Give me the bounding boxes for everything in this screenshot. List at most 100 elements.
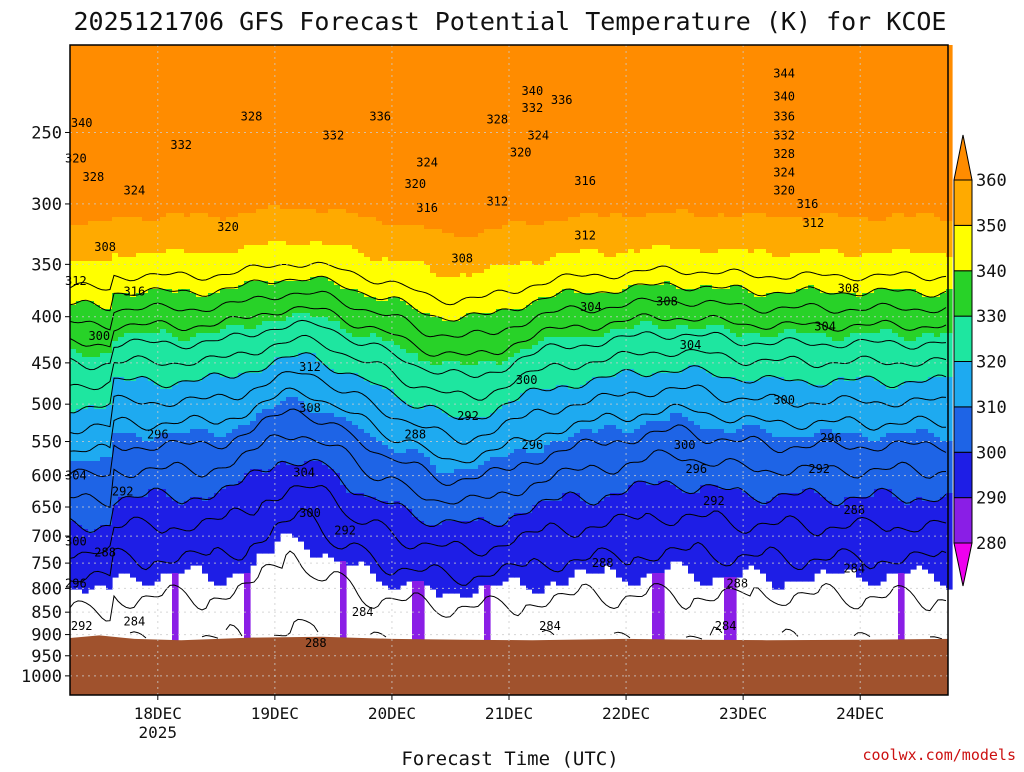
theta-cell xyxy=(490,413,497,458)
theta-cell xyxy=(766,293,773,338)
y-tick-label: 750 xyxy=(31,554,62,574)
theta-cell xyxy=(358,253,365,294)
theta-cell xyxy=(700,253,707,286)
theta-cell xyxy=(70,461,77,522)
theta-cell xyxy=(238,213,245,250)
theta-cell xyxy=(646,285,653,322)
theta-cell xyxy=(712,377,719,430)
theta-cell xyxy=(682,493,689,566)
theta-cell xyxy=(718,377,725,430)
theta-cell xyxy=(70,45,77,226)
theta-cell xyxy=(808,253,815,286)
theta-cell xyxy=(160,433,167,490)
isentrope-label: 332 xyxy=(323,129,345,143)
isentrope-label: 308 xyxy=(656,295,678,309)
theta-cell xyxy=(682,417,689,494)
theta-cell xyxy=(880,385,887,438)
theta-cell xyxy=(286,45,293,210)
theta-cell xyxy=(718,325,725,378)
colorbar-max-arrow xyxy=(953,134,973,181)
theta-cell xyxy=(694,217,701,250)
theta-cell xyxy=(574,493,581,570)
theta-cell xyxy=(634,373,641,430)
theta-cell xyxy=(670,329,677,374)
theta-cell xyxy=(430,405,437,466)
theta-cell xyxy=(322,213,329,246)
theta-cell xyxy=(484,45,491,230)
theta-cell xyxy=(406,45,413,226)
theta-cell xyxy=(940,497,947,586)
theta-cell xyxy=(556,501,563,586)
theta-cell xyxy=(646,249,653,286)
theta-cell xyxy=(478,45,485,234)
theta-cell xyxy=(328,45,335,210)
theta-cell xyxy=(616,373,623,430)
theta-cell xyxy=(706,373,713,430)
theta-cell xyxy=(310,241,317,278)
theta-cell xyxy=(286,245,293,282)
theta-cell xyxy=(736,429,743,490)
isentrope-label: 296 xyxy=(522,438,544,452)
isentrope-label: 284 xyxy=(539,619,561,633)
theta-cell xyxy=(862,437,869,498)
colorbar-label: 280 xyxy=(976,534,1007,554)
theta-cell xyxy=(664,421,671,482)
theta-cell xyxy=(142,45,149,222)
theta-cell xyxy=(268,409,275,470)
theta-cell xyxy=(496,229,503,266)
theta-cell xyxy=(418,225,425,262)
theta-cell xyxy=(844,293,851,338)
theta-cell xyxy=(130,497,137,578)
theta-cell xyxy=(640,425,647,482)
theta-cell xyxy=(916,497,923,566)
theta-cell xyxy=(490,265,497,314)
theta-cell xyxy=(130,217,137,258)
theta-cell xyxy=(622,217,629,254)
isentrope-label: 308 xyxy=(451,252,473,266)
theta-cell xyxy=(514,513,521,578)
y-tick-label: 900 xyxy=(31,626,62,646)
theta-cell xyxy=(208,253,215,294)
theta-cell xyxy=(346,333,353,374)
theta-cell xyxy=(418,261,425,314)
theta-cell xyxy=(718,249,725,290)
theta-cell xyxy=(172,249,179,294)
theta-cell xyxy=(262,245,269,282)
theta-cell xyxy=(370,333,377,386)
theta-cell xyxy=(484,585,491,694)
theta-cell xyxy=(406,405,413,450)
theta-cell xyxy=(190,45,197,214)
theta-cell xyxy=(760,429,767,506)
theta-cell xyxy=(106,457,113,526)
theta-cell xyxy=(382,389,389,446)
theta-cell xyxy=(520,513,527,586)
theta-cell xyxy=(538,389,545,454)
theta-cell xyxy=(514,401,521,450)
theta-cell xyxy=(784,329,791,382)
theta-cell xyxy=(742,289,749,334)
theta-cell xyxy=(898,573,905,690)
theta-cell xyxy=(490,525,497,586)
theta-cell xyxy=(604,217,611,258)
theta-cell xyxy=(946,221,953,258)
y-tick-label: 950 xyxy=(31,647,62,667)
theta-cell xyxy=(760,213,767,250)
theta-cell xyxy=(712,253,719,290)
theta-cell xyxy=(448,473,455,522)
theta-cell xyxy=(376,221,383,262)
credit-link[interactable]: coolwx.com/models xyxy=(862,746,1016,764)
theta-cell xyxy=(880,437,887,490)
theta-cell xyxy=(694,493,701,582)
axes: 250 300 350 400 450 500 550 600 650 700 750 800 850 9… xyxy=(21,44,949,742)
theta-cell xyxy=(388,45,395,226)
theta-cell xyxy=(616,329,623,374)
theta-cell xyxy=(268,205,275,242)
theta-cell xyxy=(70,521,77,590)
theta-cell xyxy=(658,245,665,286)
theta-cell xyxy=(580,501,587,570)
theta-cell xyxy=(742,381,749,426)
isentrope-line xyxy=(69,408,947,486)
theta-cell xyxy=(190,381,197,430)
theta-cell xyxy=(94,357,101,410)
theta-cell xyxy=(730,285,737,334)
